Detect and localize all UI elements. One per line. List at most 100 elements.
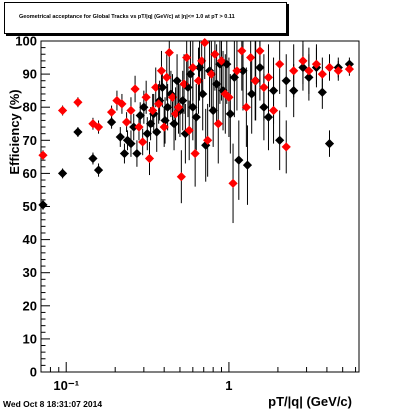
- data-point: [121, 117, 132, 127]
- data-point: [93, 122, 104, 132]
- data-point: [159, 122, 169, 132]
- data-point: [141, 92, 151, 102]
- data-point: [191, 112, 201, 122]
- data-point: [216, 56, 227, 66]
- data-point: [57, 168, 68, 178]
- data-point: [144, 153, 155, 164]
- data-point: [163, 102, 173, 112]
- x-tick-label: 10⁻¹: [53, 378, 79, 393]
- data-point: [164, 47, 174, 58]
- data-point: [134, 122, 144, 132]
- x-axis-label: pT/|q| (GeV/c): [268, 394, 352, 409]
- data-point: [268, 105, 279, 116]
- data-point: [129, 122, 139, 132]
- data-point: [203, 135, 213, 145]
- data-point: [138, 137, 148, 147]
- chart-title-box: Geometrical acceptance for Global Tracks…: [4, 2, 287, 34]
- data-point: [176, 172, 186, 182]
- data-point: [206, 69, 216, 79]
- data-point: [73, 127, 83, 137]
- data-point: [169, 119, 179, 129]
- series-1-markers: [38, 38, 355, 224]
- data-point: [106, 107, 117, 117]
- data-point: [234, 155, 244, 165]
- data-point: [208, 105, 218, 116]
- data-point: [152, 127, 162, 137]
- y-tick-label: 100: [15, 34, 37, 49]
- y-axis-label: Efficiency (%): [7, 89, 22, 174]
- data-point: [182, 52, 192, 63]
- data-point: [119, 148, 130, 159]
- data-point: [247, 89, 257, 99]
- data-point: [167, 92, 178, 102]
- data-point: [126, 139, 136, 149]
- data-point: [241, 102, 251, 112]
- data-point: [193, 76, 204, 86]
- data-point: [311, 59, 322, 69]
- data-point: [154, 99, 164, 109]
- data-point: [142, 129, 152, 139]
- data-point: [115, 132, 125, 142]
- data-point: [173, 102, 184, 112]
- data-point: [225, 109, 235, 119]
- data-point: [73, 97, 83, 107]
- data-point: [38, 200, 48, 210]
- data-point: [130, 84, 140, 94]
- data-point: [304, 66, 314, 76]
- y-tick-label: 50: [23, 199, 37, 214]
- data-point: [324, 62, 335, 73]
- data-point: [281, 142, 291, 152]
- data-point: [344, 64, 355, 74]
- data-point: [259, 82, 269, 92]
- data-point: [210, 49, 220, 59]
- data-point: [263, 72, 274, 83]
- data-point: [212, 79, 222, 89]
- data-point: [170, 109, 181, 119]
- data-point: [198, 89, 208, 99]
- data-point: [317, 69, 327, 79]
- chart-title: Geometrical acceptance for Global Tracks…: [19, 14, 235, 20]
- data-point: [172, 76, 182, 86]
- data-point: [289, 66, 299, 76]
- y-tick-label: 80: [23, 100, 37, 115]
- data-point: [178, 95, 188, 106]
- data-point: [179, 79, 189, 89]
- data-point: [88, 153, 98, 164]
- y-tick-label: 70: [23, 133, 37, 148]
- y-tick-label: 20: [23, 298, 37, 313]
- data-point: [250, 76, 260, 86]
- data-point: [117, 99, 127, 109]
- data-point: [224, 92, 234, 102]
- data-point: [190, 148, 200, 159]
- data-point: [317, 87, 327, 97]
- y-tick-label: 90: [23, 67, 37, 82]
- data-point: [255, 46, 265, 56]
- data-point: [298, 56, 308, 66]
- data-point: [324, 139, 335, 149]
- data-point: [242, 160, 253, 170]
- data-point: [162, 72, 172, 83]
- data-point: [57, 105, 68, 116]
- data-point: [246, 52, 256, 63]
- footer-timestamp: Wed Oct 8 18:31:07 2014: [3, 399, 103, 409]
- data-point: [156, 66, 167, 76]
- data-point: [281, 76, 291, 86]
- y-axis: 0 10 20 30 40 50 60 70 80 90 100: [15, 34, 50, 380]
- data-point: [213, 119, 223, 129]
- data-point: [200, 38, 210, 48]
- data-point: [237, 46, 247, 56]
- data-point: [184, 125, 194, 135]
- data-point: [157, 82, 167, 92]
- data-point: [148, 105, 158, 116]
- data-point: [38, 150, 48, 160]
- y-tick-label: 10: [23, 331, 37, 346]
- data-point: [232, 66, 242, 76]
- data-point: [188, 102, 198, 112]
- data-point: [275, 59, 285, 69]
- data-point: [106, 117, 117, 127]
- data-point: [197, 56, 207, 66]
- y-tick-label: 30: [23, 265, 37, 280]
- data-point: [333, 66, 343, 76]
- y-tick-label: 60: [23, 166, 37, 181]
